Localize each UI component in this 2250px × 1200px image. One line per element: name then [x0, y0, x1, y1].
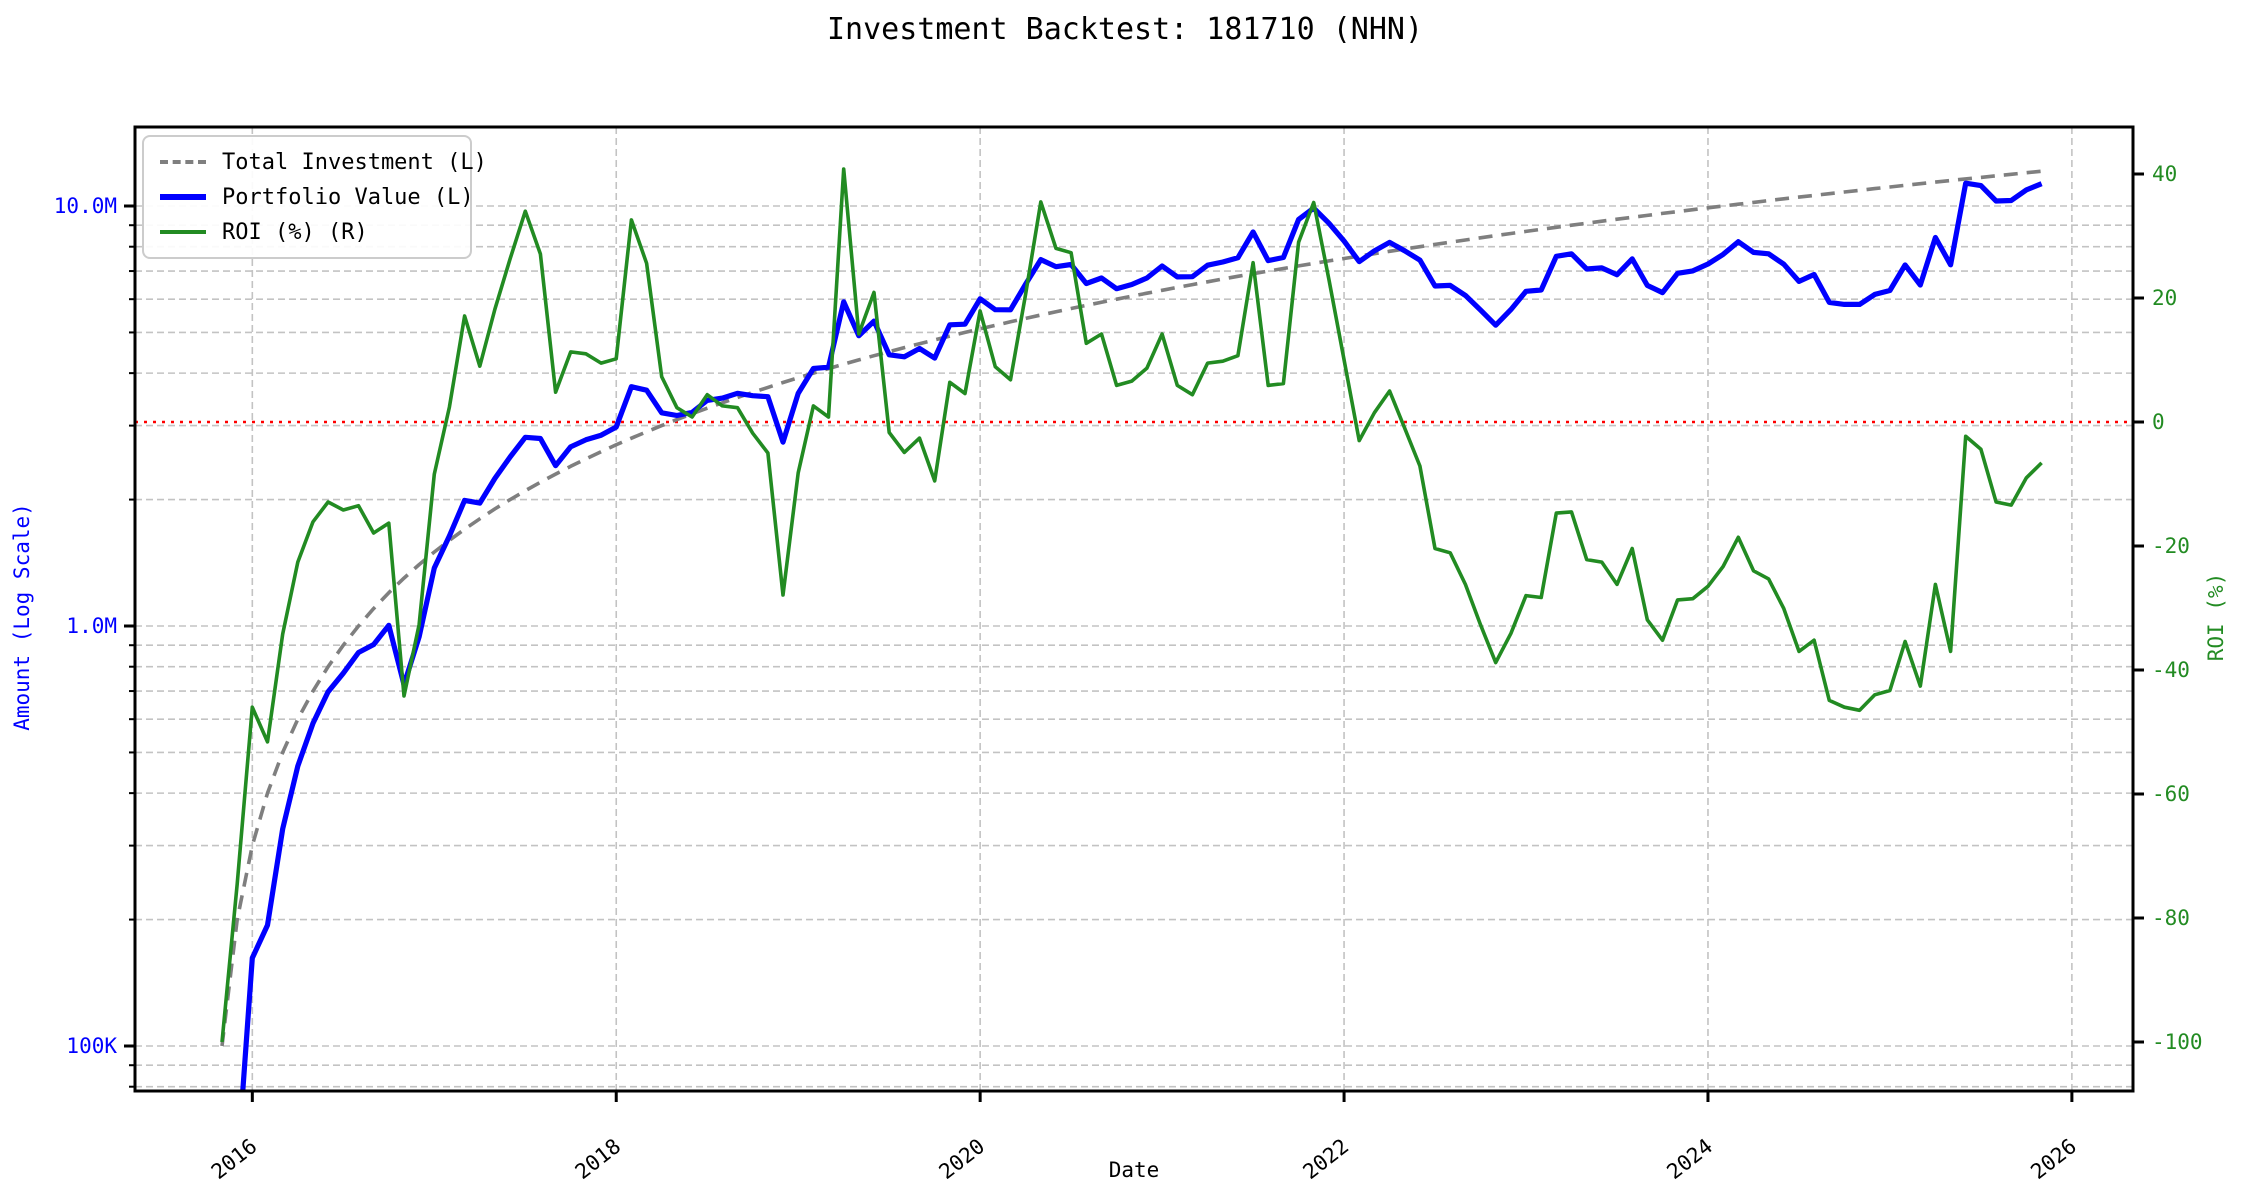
y-right-tick-label: 0	[2152, 410, 2165, 434]
legend-item-roi: ROI (%) (R)	[160, 219, 454, 245]
chart-title: Investment Backtest: 181710 (NHN)	[826, 12, 1424, 47]
y-right-tick-label: 20	[2152, 286, 2177, 310]
legend: Total Investment (L) Portfolio Value (L)…	[142, 135, 487, 259]
y-right-tick-label: -80	[2152, 906, 2190, 930]
x-axis-label: Date	[1108, 1158, 1160, 1182]
gray-dashed-line-icon	[160, 160, 206, 164]
y-right-tick-label: -100	[2152, 1030, 2203, 1054]
y-right-tick-label: -40	[2152, 658, 2190, 682]
y-axis-left-label: Amount (Log Scale)	[10, 503, 34, 731]
legend-label: Portfolio Value (L)	[222, 184, 474, 210]
plot-border	[133, 125, 2135, 1093]
legend-label: Total Investment (L)	[222, 149, 487, 175]
legend-label: ROI (%) (R)	[222, 219, 368, 245]
y-right-tick-label: -60	[2152, 782, 2190, 806]
y-right-tick-label: -20	[2152, 534, 2190, 558]
portfolio-value-line	[240, 180, 2043, 1091]
y-left-tick-label: 100K	[66, 1034, 117, 1058]
y-right-tick-label: 40	[2152, 162, 2177, 186]
blue-solid-line-icon	[160, 194, 206, 200]
total-investment-line	[220, 169, 2042, 1047]
y-left-tick-label: 1.0M	[66, 614, 117, 638]
y-axis-right-label: ROI (%)	[2204, 572, 2228, 662]
legend-item-total-investment: Total Investment (L)	[160, 149, 487, 175]
legend-item-portfolio-value: Portfolio Value (L)	[160, 184, 474, 210]
roi-line	[220, 167, 2043, 1043]
green-solid-line-icon	[160, 230, 206, 234]
y-left-tick-label: 10.0M	[54, 194, 117, 218]
